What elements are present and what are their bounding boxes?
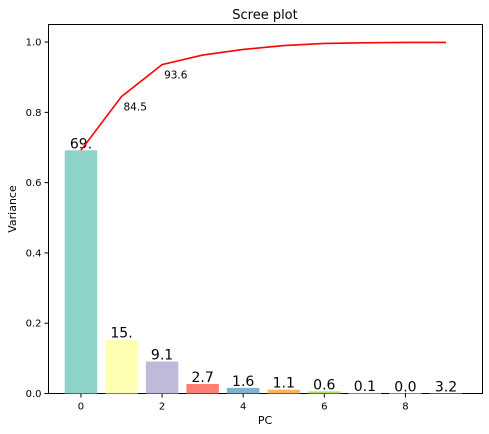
y-tick-label-0.8: 0.8 — [26, 108, 42, 119]
x-ticks-group: 0 2 4 6 8 — [78, 393, 409, 413]
cumulative-label-pc-1: 84.5 — [124, 102, 147, 114]
bar-label-pc-5: 1.1 — [273, 376, 295, 392]
chart-title: Scree plot — [232, 8, 298, 23]
y-tick-label-0.6: 0.6 — [26, 178, 42, 189]
bar-pc-1 — [105, 339, 138, 394]
x-tick-label-2: 2 — [159, 402, 165, 413]
bar-labels-group: 69. 15. 9.1 2.7 1.6 1.1 0.6 0.1 0.0 3.2 — [70, 136, 457, 395]
axes-frame — [48, 24, 483, 394]
x-tick-label-4: 4 — [240, 402, 246, 413]
bar-pc-6 — [308, 391, 341, 394]
cumulative-line-group — [80, 41, 446, 151]
bar-label-pc-8: 0.0 — [394, 379, 416, 395]
y-tick-label-0.2: 0.2 — [26, 319, 42, 330]
y-tick-label-0.4: 0.4 — [26, 248, 42, 259]
cumulative-label-pc-2: 93.6 — [164, 70, 188, 82]
bar-pc-3 — [186, 384, 219, 394]
x-axis-label: PC — [258, 414, 273, 427]
bar-pc-0 — [64, 150, 98, 394]
bar-pc-2 — [145, 361, 179, 394]
bar-pc-5 — [267, 389, 300, 394]
bar-label-pc-0: 69. — [70, 136, 92, 152]
y-tick-label-0: 0.0 — [26, 389, 42, 400]
bars-group — [64, 150, 463, 394]
y-tick-label-1: 1.0 — [26, 38, 42, 49]
bar-label-pc-7: 0.1 — [354, 379, 376, 395]
y-ticks-group: 0.0 0.2 0.4 0.6 0.8 1.0 — [26, 38, 49, 400]
bar-label-pc-1: 15. — [110, 326, 132, 342]
y-axis-label: Variance — [6, 185, 19, 233]
cumulative-variance-line — [80, 41, 446, 151]
annotations-group: 84.5 93.6 — [124, 70, 188, 114]
x-tick-label-6: 6 — [321, 402, 327, 413]
bar-label-pc-4: 1.6 — [232, 374, 254, 390]
bar-label-pc-3: 2.7 — [191, 370, 213, 386]
bar-pc-4 — [226, 387, 260, 394]
bar-pc-7 — [348, 393, 382, 394]
bar-label-pc-2: 9.1 — [151, 348, 173, 364]
x-tick-label-0: 0 — [78, 402, 84, 413]
bar-label-pc-9: 3.2 — [435, 379, 457, 395]
bar-label-pc-6: 0.6 — [313, 377, 335, 393]
bar-pc-9 — [429, 393, 463, 394]
x-tick-label-8: 8 — [402, 402, 408, 413]
